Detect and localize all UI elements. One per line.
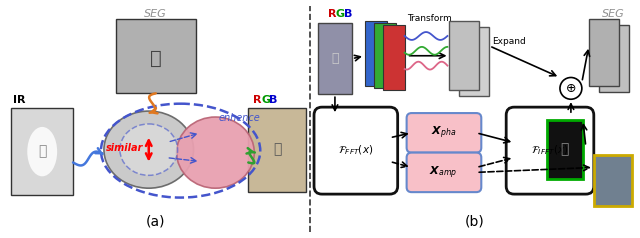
FancyBboxPatch shape: [12, 108, 73, 195]
Ellipse shape: [177, 117, 254, 188]
FancyBboxPatch shape: [547, 120, 583, 179]
Text: Transform: Transform: [407, 14, 452, 23]
Text: IR: IR: [13, 95, 26, 105]
FancyBboxPatch shape: [374, 23, 396, 88]
FancyBboxPatch shape: [365, 21, 387, 86]
Text: 🏢: 🏢: [331, 52, 339, 65]
Text: 🧍: 🧍: [38, 145, 46, 159]
Circle shape: [560, 78, 582, 99]
Text: similar: similar: [106, 143, 143, 153]
FancyBboxPatch shape: [314, 107, 397, 194]
Text: (a): (a): [146, 215, 166, 229]
FancyBboxPatch shape: [406, 153, 481, 192]
FancyBboxPatch shape: [460, 27, 489, 96]
FancyBboxPatch shape: [248, 108, 306, 192]
Text: 🧍: 🧍: [273, 143, 282, 157]
Ellipse shape: [28, 127, 57, 176]
Text: (b): (b): [465, 215, 484, 229]
Text: 🚶: 🚶: [150, 49, 161, 68]
Ellipse shape: [104, 111, 193, 188]
Text: $\mathcal{F}_{FFT}(x)$: $\mathcal{F}_{FFT}(x)$: [338, 144, 374, 157]
FancyBboxPatch shape: [589, 19, 619, 86]
Text: G: G: [261, 95, 270, 105]
Text: R: R: [328, 9, 337, 19]
FancyBboxPatch shape: [383, 25, 404, 90]
Text: $\mathcal{F}_{IFFT}(x)$: $\mathcal{F}_{IFFT}(x)$: [531, 144, 569, 157]
FancyBboxPatch shape: [449, 21, 479, 90]
FancyBboxPatch shape: [506, 107, 594, 194]
Text: B: B: [269, 95, 278, 105]
Text: $\oplus$: $\oplus$: [565, 82, 577, 95]
Text: enhence: enhence: [218, 113, 260, 123]
FancyBboxPatch shape: [599, 25, 628, 92]
Text: $\boldsymbol{X}_{pha}$: $\boldsymbol{X}_{pha}$: [431, 125, 456, 141]
Text: R: R: [253, 95, 262, 105]
Text: G: G: [336, 9, 345, 19]
FancyBboxPatch shape: [594, 154, 632, 206]
Text: B: B: [344, 9, 352, 19]
FancyBboxPatch shape: [318, 23, 352, 94]
Text: 🤖: 🤖: [561, 143, 569, 157]
Ellipse shape: [120, 124, 178, 175]
Text: SEG: SEG: [145, 9, 167, 19]
Text: SEG: SEG: [602, 9, 625, 19]
Text: Expand: Expand: [492, 37, 526, 46]
Text: $\boldsymbol{X}_{amp}$: $\boldsymbol{X}_{amp}$: [429, 164, 458, 181]
FancyBboxPatch shape: [406, 113, 481, 153]
FancyBboxPatch shape: [116, 19, 196, 93]
